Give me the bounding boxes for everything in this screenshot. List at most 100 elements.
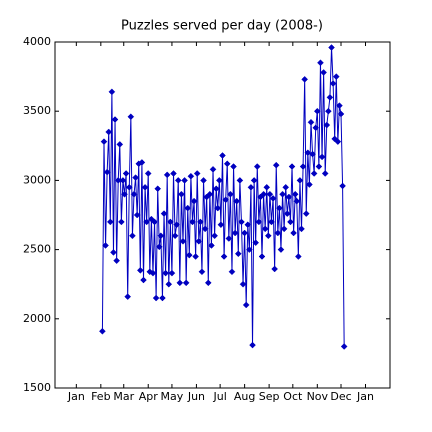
marker [149, 269, 157, 277]
marker [108, 88, 116, 96]
marker [294, 253, 302, 260]
marker [163, 171, 171, 179]
marker [306, 181, 313, 188]
x-tick-label: Dec [330, 390, 351, 403]
marker [238, 218, 245, 226]
marker [198, 268, 206, 276]
marker [165, 280, 173, 288]
marker [184, 204, 192, 212]
marker [264, 232, 272, 240]
marker [222, 196, 230, 204]
marker [220, 253, 228, 260]
marker [219, 152, 226, 159]
marker [214, 204, 222, 212]
y-tick-label: 1500 [23, 381, 51, 394]
marker [178, 190, 185, 198]
marker [209, 165, 217, 173]
marker [185, 251, 193, 259]
marker [105, 128, 113, 136]
marker [233, 197, 241, 205]
x-tick-label: Apr [139, 390, 159, 403]
marker [99, 327, 106, 335]
marker [113, 257, 120, 265]
x-tick-label: Jun [187, 390, 205, 403]
marker [174, 177, 182, 184]
marker [307, 118, 315, 126]
marker [201, 225, 209, 233]
marker [261, 225, 269, 233]
marker [325, 107, 332, 115]
marker [318, 153, 326, 161]
marker [310, 170, 318, 177]
marker [277, 246, 285, 253]
marker [138, 159, 146, 166]
marker [230, 163, 237, 170]
marker [296, 177, 304, 184]
marker [255, 218, 263, 226]
data-line [101, 47, 345, 347]
marker [272, 161, 280, 169]
x-tick-label: Sep [259, 390, 280, 403]
marker [274, 229, 282, 237]
marker [268, 218, 275, 226]
marker [287, 218, 294, 226]
marker [337, 110, 345, 118]
marker [288, 163, 296, 170]
marker [241, 229, 248, 237]
y-tick-label: 3000 [23, 173, 51, 186]
marker [160, 210, 168, 217]
marker [234, 250, 242, 258]
marker [125, 183, 133, 191]
x-tick-label: Jan [356, 390, 374, 403]
marker [299, 163, 307, 170]
marker [253, 163, 261, 170]
marker [103, 168, 111, 176]
marker [171, 232, 179, 240]
marker [110, 249, 117, 256]
marker [228, 268, 236, 276]
marker [195, 237, 203, 245]
marker [321, 170, 329, 177]
marker [250, 177, 258, 184]
marker [315, 163, 323, 170]
marker [339, 182, 346, 190]
marker [167, 218, 174, 226]
marker [133, 211, 141, 219]
marker [223, 160, 231, 168]
marker [141, 183, 149, 191]
marker [263, 183, 271, 191]
marker [247, 183, 255, 191]
marker [317, 59, 324, 67]
marker [334, 138, 342, 146]
marker [192, 253, 199, 260]
x-tick-label: Feb [91, 390, 110, 403]
marker [291, 190, 299, 198]
y-tick-label: 3500 [23, 104, 51, 117]
marker [246, 246, 253, 253]
marker [130, 190, 138, 198]
marker [236, 177, 244, 184]
marker [249, 341, 256, 349]
marker [298, 225, 305, 233]
marker [329, 80, 337, 87]
marker [187, 172, 195, 180]
marker [190, 197, 198, 205]
marker [143, 218, 151, 226]
y-tick-label: 2000 [23, 312, 51, 325]
marker [111, 116, 119, 123]
marker [176, 279, 184, 287]
marker [258, 253, 266, 260]
marker [181, 177, 188, 184]
marker [260, 190, 267, 198]
marker [309, 150, 316, 158]
marker [127, 113, 135, 121]
marker [328, 44, 335, 51]
y-tick-label: 4000 [23, 35, 51, 48]
marker [132, 174, 139, 181]
x-tick-label: Jan [67, 390, 85, 403]
marker [276, 204, 283, 212]
marker [173, 221, 181, 229]
marker [320, 69, 327, 76]
marker [336, 102, 343, 110]
marker [100, 138, 108, 146]
